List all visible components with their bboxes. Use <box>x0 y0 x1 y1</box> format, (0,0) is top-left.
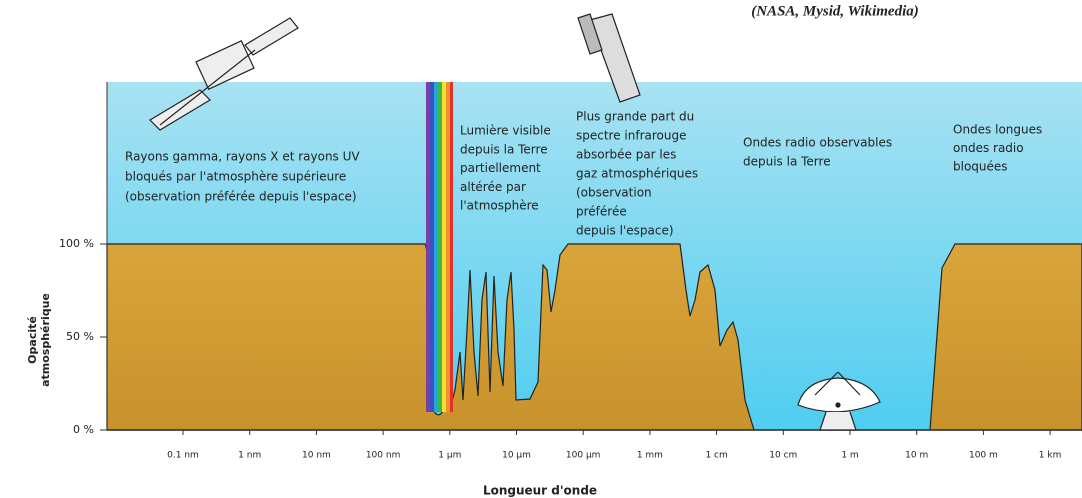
y-axis-title: Opacité <box>26 316 39 364</box>
annotation: bloqués par l'atmosphère supérieure <box>125 170 346 184</box>
annotation: depuis la Terre <box>460 142 548 156</box>
x-tick-label: 10 nm <box>302 451 331 461</box>
satellite-icon <box>149 17 299 131</box>
annotation: gaz atmosphériques <box>576 167 698 181</box>
annotation: (observation <box>576 186 652 200</box>
y-tick-label: 0 % <box>73 423 94 436</box>
x-tick-label: 1 km <box>1039 451 1062 461</box>
y-tick-label: 50 % <box>66 330 94 343</box>
y-axis-title: atmosphérique <box>39 293 52 387</box>
x-tick-label: 100 m <box>969 451 998 461</box>
annotation: Ondes longues <box>953 123 1042 137</box>
annotation: absorbée par les <box>576 148 676 162</box>
visible-spectrum <box>426 82 453 412</box>
annotation: Rayons gamma, rayons X et rayons UV <box>125 150 360 164</box>
annotation: depuis l'espace) <box>576 224 674 238</box>
x-axis-title: Longueur d'onde <box>483 484 597 498</box>
annotation: l'atmosphère <box>460 199 539 213</box>
y-tick-label: 100 % <box>59 237 94 250</box>
annotation: Lumière visible <box>460 124 551 138</box>
annotation: (observation préférée depuis l'espace) <box>125 190 357 204</box>
x-tick-label: 10 µm <box>502 451 531 461</box>
annotation: partiellement <box>460 161 541 175</box>
x-tick-label: 100 µm <box>566 451 601 461</box>
x-tick-label: 0.1 nm <box>167 451 199 461</box>
annotation: altérée par <box>460 180 526 194</box>
x-tick-label: 1 nm <box>238 451 261 461</box>
x-tick-label: 10 m <box>905 451 928 461</box>
x-tick-label: 1 m <box>841 451 858 461</box>
x-tick-label: 100 nm <box>366 451 401 461</box>
annotation: depuis la Terre <box>743 155 831 169</box>
credit: (NASA, Mysid, Wikimedia) <box>751 3 919 19</box>
annotation: bloquées <box>953 160 1008 174</box>
annotation: Ondes radio observables <box>743 136 892 150</box>
x-tick-label: 1 mm <box>637 451 663 461</box>
annotation: préférée <box>576 205 627 219</box>
x-tick-label: 1 cm <box>705 451 727 461</box>
annotation: ondes radio <box>953 141 1024 155</box>
telescope-icon <box>577 13 641 103</box>
radio-dish-icon <box>797 371 881 431</box>
x-tick-label: 1 µm <box>438 451 461 461</box>
annotation: Plus grande part du <box>576 110 694 124</box>
annotation: spectre infrarouge <box>576 129 687 143</box>
x-tick-label: 10 cm <box>769 451 797 461</box>
